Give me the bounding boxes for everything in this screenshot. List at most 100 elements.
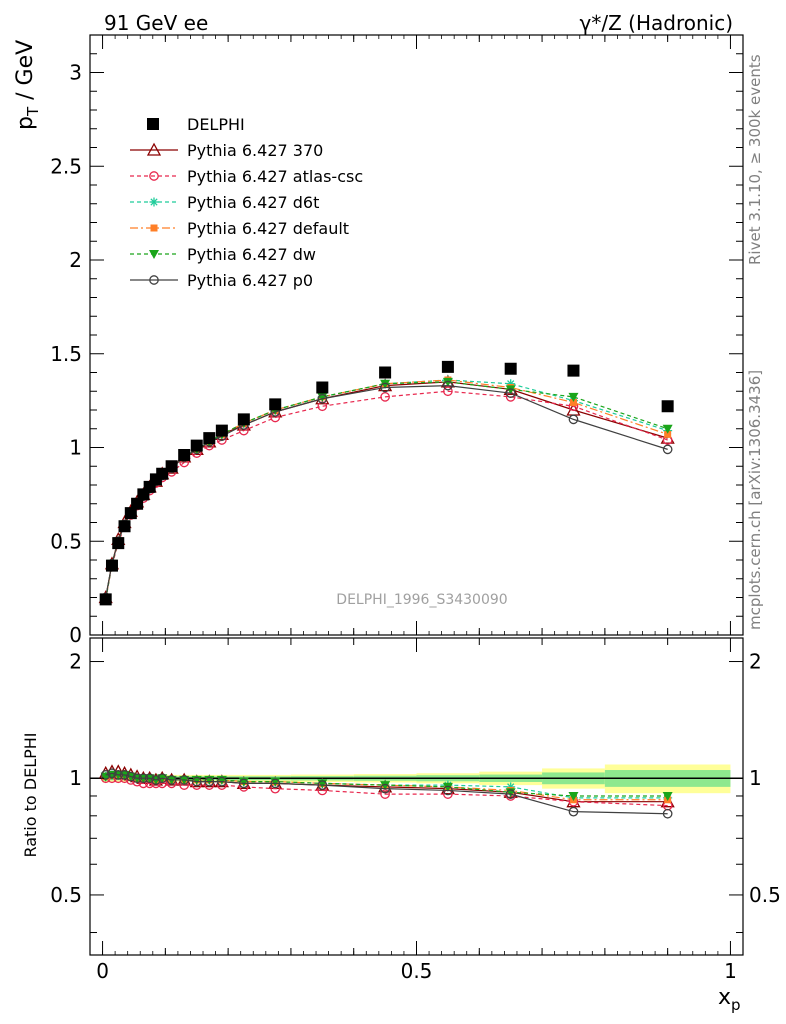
data-point [203, 432, 216, 445]
analysis-watermark: DELPHI_1996_S3430090 [336, 592, 507, 608]
series-point-5 [662, 424, 673, 434]
main-y-axis-label: pT / GeV [13, 40, 42, 130]
data-point [237, 413, 250, 426]
data-point [105, 559, 118, 572]
series-point-6 [317, 393, 328, 404]
series-line-6 [105, 385, 668, 598]
ratio-point-5 [138, 773, 149, 784]
rivet-version-text: Rivet 3.1.10, ≥ 300k events [746, 54, 764, 265]
series-point-6 [380, 382, 390, 393]
data-point [156, 467, 169, 480]
ratio-point-5 [125, 771, 136, 782]
legend-label: Pythia 6.427 default [187, 219, 349, 238]
ratio-point-5 [100, 770, 111, 780]
legend-label: Pythia 6.427 p0 [187, 271, 313, 290]
ratio-point-5 [443, 785, 453, 796]
main-y-tick-label: 2.5 [50, 154, 82, 178]
series-point-6 [568, 414, 579, 425]
data-point [99, 593, 112, 606]
ratio-y-tick-label-left: 0.5 [50, 883, 82, 907]
legend-label: Pythia 6.427 dw [187, 245, 316, 264]
main-y-tick-label: 0.5 [50, 529, 82, 553]
data-point [441, 360, 454, 373]
ratio-point-4 [380, 781, 391, 791]
x-tick-label: 0.5 [401, 959, 433, 983]
ratio-point-5 [166, 775, 177, 785]
y-label-unit: / GeV [13, 40, 38, 107]
ratio-point-5 [179, 775, 190, 785]
main-y-tick-label: 3 [69, 61, 82, 85]
legend-label: DELPHI [187, 115, 245, 134]
series-point-5 [442, 377, 453, 387]
ratio-point-5 [157, 773, 168, 784]
x-tick-label: 0 [96, 959, 109, 983]
series-point-2 [380, 392, 390, 402]
ratio-point-5 [270, 778, 281, 789]
data-point [567, 364, 580, 377]
mcplots-credit-text: mcplots.cern.ch [arXiv:1306.3436] [746, 370, 764, 630]
main-y-tick-label: 0 [69, 623, 82, 647]
ratio-series-group [90, 764, 743, 819]
series-line-1 [105, 381, 668, 598]
series-point-2 [443, 386, 453, 397]
legend-marker-6 [149, 275, 159, 285]
data-point [316, 381, 329, 394]
data-point [504, 362, 517, 375]
data-point [165, 460, 178, 473]
ratio-point-5 [217, 776, 227, 787]
ratio-point-5 [144, 773, 155, 784]
ratio-point-5 [317, 780, 328, 790]
ratio-y-tick-label-left: 1 [69, 766, 82, 790]
ratio-point-5 [505, 789, 516, 799]
main-y-tick-label: 1 [69, 436, 82, 460]
ratio-point-4 [442, 782, 453, 792]
main-y-tick-label: 2 [69, 248, 82, 272]
header-left-label: 91 GeV ee [104, 11, 208, 35]
data-point [661, 400, 674, 413]
data-point [269, 398, 282, 411]
y-label-p: p [13, 116, 38, 130]
legend: DELPHI Pythia 6.427 370 Pythia 6.427 atlas… [130, 115, 363, 290]
ratio-point-5 [191, 776, 202, 787]
series-point-6 [505, 388, 516, 398]
series-point-5 [568, 392, 579, 402]
series-point-5 [505, 385, 516, 395]
y-label-sub-t: T [24, 106, 42, 117]
series-point-2 [317, 401, 328, 412]
ratio-point-5 [107, 768, 117, 779]
ratio-y-tick-label-right: 0.5 [749, 883, 781, 907]
ratio-point-5 [238, 778, 249, 789]
legend-label: Pythia 6.427 atlas-csc [187, 167, 363, 186]
ratio-point-5 [568, 806, 579, 817]
series-point-5 [380, 379, 391, 389]
data-point [178, 449, 191, 461]
legend-marker-2 [149, 171, 159, 181]
main-panel: 0 0.5 1 1.5 2 2.5 3 [50, 34, 744, 647]
legend-marker-3 [149, 197, 159, 207]
data-point [131, 497, 144, 510]
ratio-point-5 [151, 775, 161, 785]
data-point [124, 507, 137, 520]
series-point-4 [569, 399, 577, 406]
data-point [215, 424, 228, 437]
data-point [190, 439, 203, 452]
header-right-label: γ*/Z (Hadronic) [580, 11, 733, 35]
ratio-y-tick-label-right: 2 [749, 650, 762, 674]
data-point [112, 537, 125, 550]
series-point-6 [443, 380, 453, 391]
x-axis-label: xp [718, 985, 741, 1014]
series-point-6 [662, 444, 673, 455]
legend-label: Pythia 6.427 d6t [187, 193, 319, 212]
series-line-5 [105, 381, 668, 600]
legend-marker-1 [146, 142, 162, 156]
ratio-point-5 [662, 808, 673, 819]
ratio-panel: 0 0.5 1 0.5 0.5 1 1 2 2 [50, 637, 781, 983]
legend-label: Pythia 6.427 370 [187, 141, 323, 160]
data-point [379, 366, 392, 379]
legend-marker-data [147, 118, 159, 130]
series-point-4 [664, 430, 672, 438]
ratio-point-5 [119, 770, 130, 780]
ratio-point-4 [568, 791, 579, 801]
ratio-point-5 [113, 770, 124, 780]
